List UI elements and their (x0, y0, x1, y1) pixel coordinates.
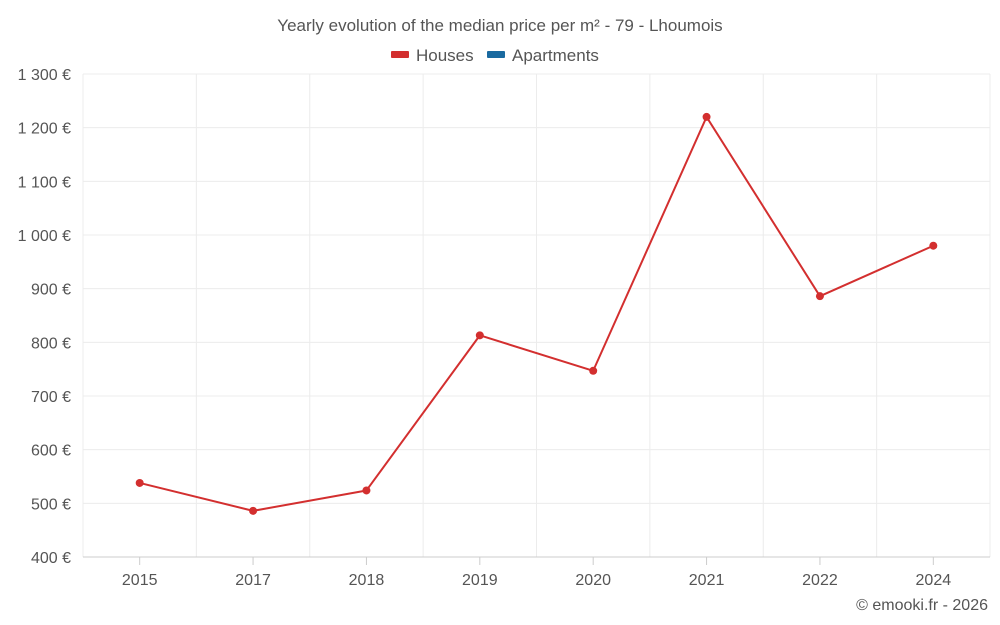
legend-swatch-houses (391, 51, 409, 58)
y-axis-labels: 400 € 500 € 600 € 700 € 800 € 900 € 1 000 € 1 1… (18, 67, 71, 567)
series-lines (139, 115, 934, 512)
credit-text: © emooki.fr - 2026 (856, 597, 988, 614)
data-point-houses-2019[interactable] (475, 331, 484, 340)
y-tick-label-1000: 1 000 € (18, 228, 71, 245)
y-tick-label-800: 800 € (31, 335, 71, 352)
series-points (135, 112, 938, 515)
y-tick-label-900: 900 € (31, 282, 71, 299)
y-tick-label-600: 600 € (31, 443, 71, 460)
legend-item-apartments[interactable]: Apartments (487, 46, 599, 65)
data-point-houses-2015[interactable] (135, 478, 144, 487)
legend-label-apartments: Apartments (512, 46, 599, 65)
legend-label-houses: Houses (416, 46, 474, 65)
data-point-houses-2017[interactable] (249, 506, 258, 515)
legend-item-houses[interactable]: Houses (391, 46, 474, 65)
series-line-houses (139, 115, 934, 512)
legend: Houses Apartments (391, 46, 599, 65)
x-axis-labels: 2015 2017 2018 2019 2020 2021 2022 2024 (122, 557, 951, 589)
x-tick-label-2022: 2022 (802, 572, 838, 589)
legend-swatch-apartments (487, 51, 505, 58)
x-tick-label-2024: 2024 (916, 572, 952, 589)
data-point-houses-2020[interactable] (589, 366, 598, 375)
data-point-houses-2024[interactable] (929, 241, 938, 250)
data-point-houses-2021[interactable] (702, 112, 711, 121)
y-tick-label-1100: 1 100 € (18, 174, 71, 191)
y-tick-label-400: 400 € (31, 550, 71, 567)
chart-title: Yearly evolution of the median price per… (277, 16, 722, 35)
x-tick-label-2018: 2018 (349, 572, 385, 589)
y-tick-label-700: 700 € (31, 389, 71, 406)
x-tick-label-2019: 2019 (462, 572, 498, 589)
data-point-houses-2022[interactable] (815, 292, 824, 301)
data-point-houses-2018[interactable] (362, 486, 371, 495)
y-tick-label-1200: 1 200 € (18, 121, 71, 138)
x-tick-label-2020: 2020 (575, 572, 611, 589)
y-tick-label-1300: 1 300 € (18, 67, 71, 84)
x-tick-label-2021: 2021 (689, 572, 725, 589)
y-tick-label-500: 500 € (31, 496, 71, 513)
x-tick-label-2017: 2017 (235, 572, 271, 589)
x-tick-label-2015: 2015 (122, 572, 158, 589)
x-gridlines (82, 74, 991, 557)
